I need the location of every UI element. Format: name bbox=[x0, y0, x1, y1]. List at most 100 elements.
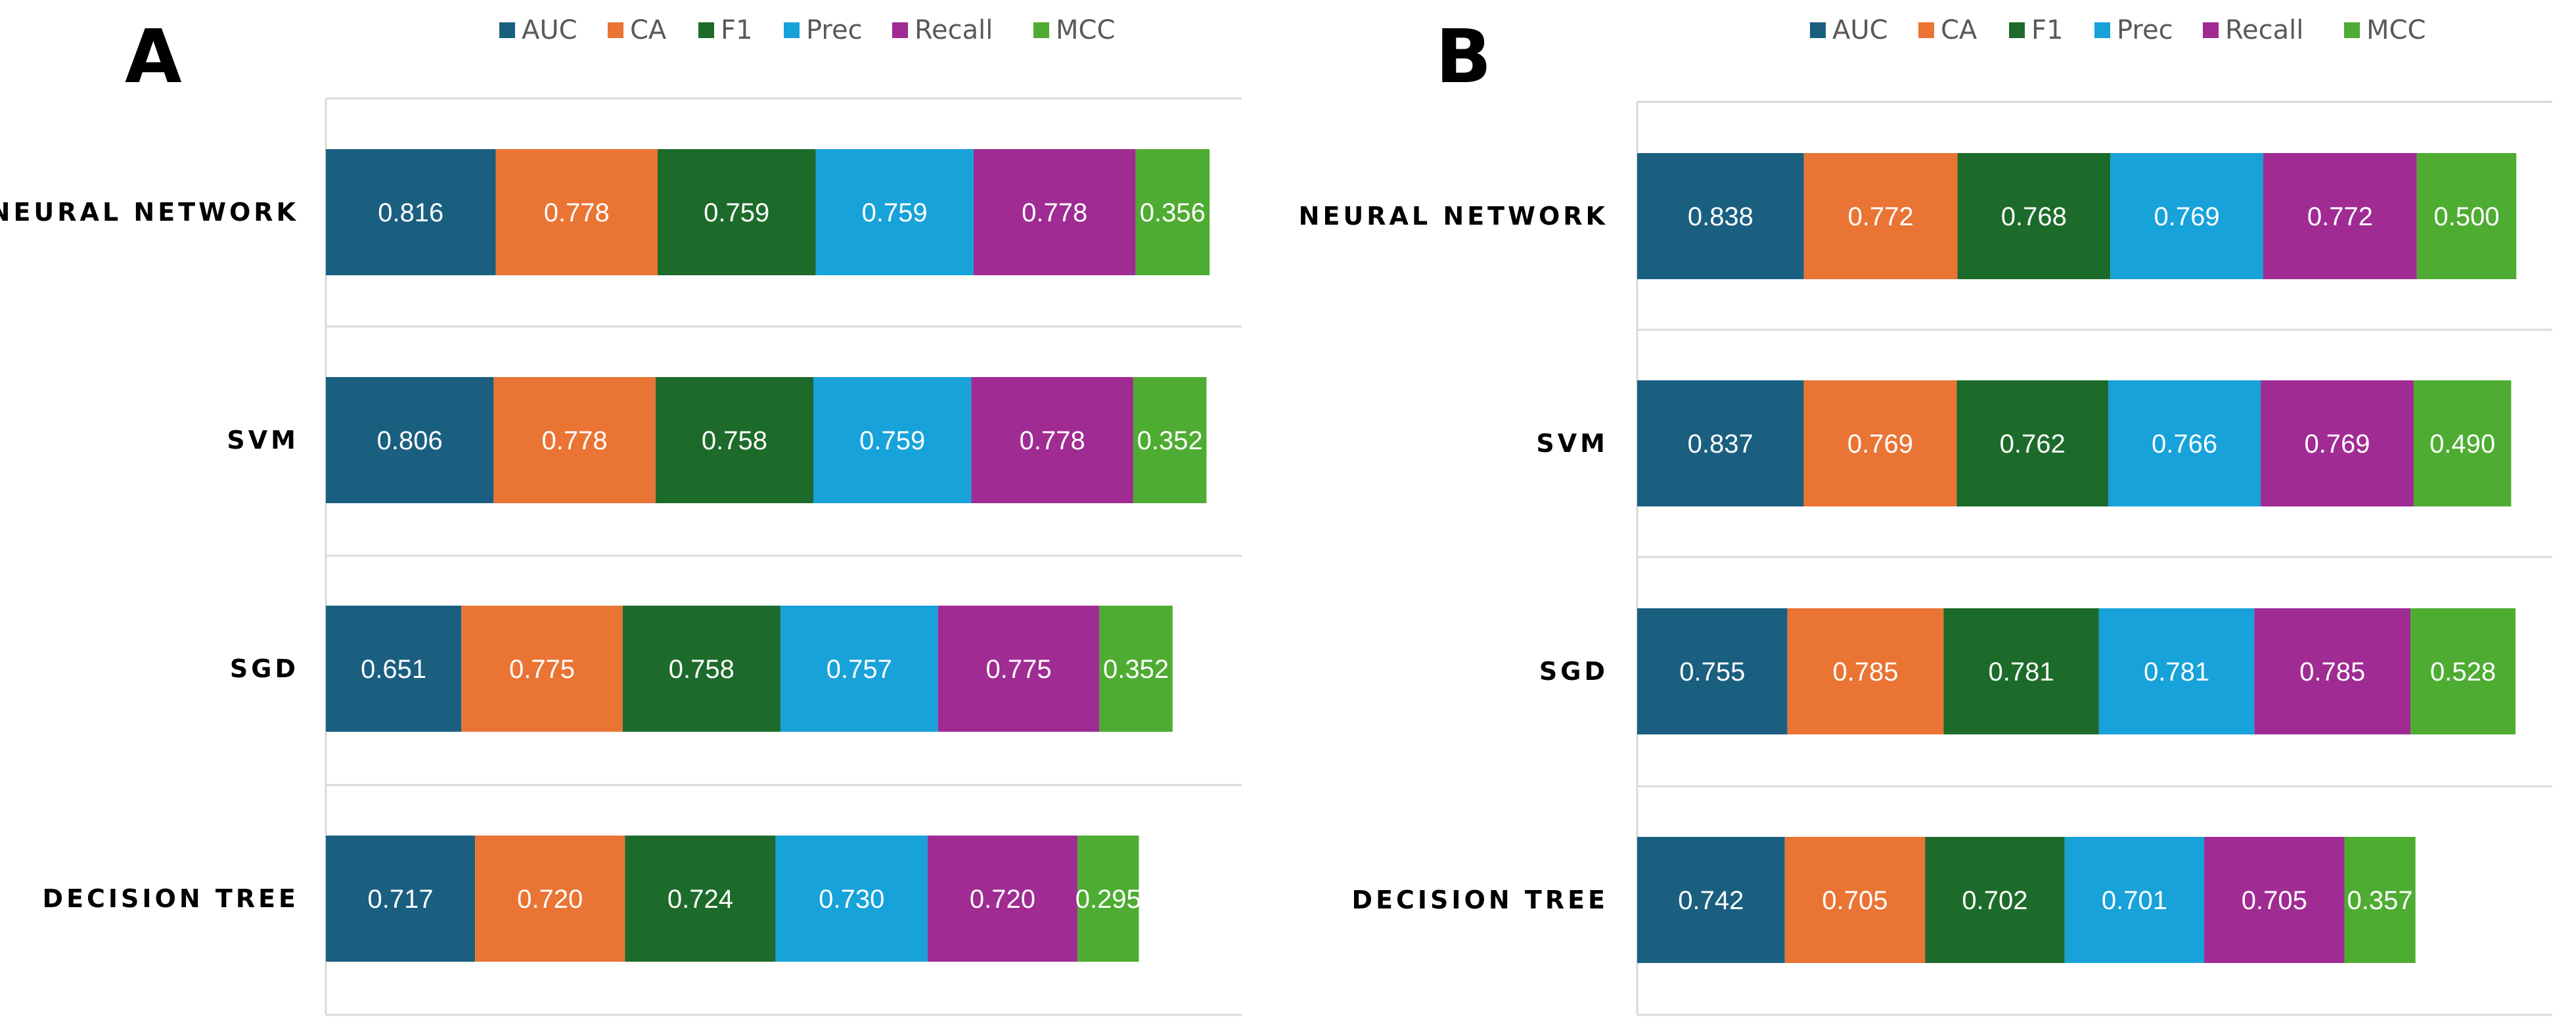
bar-prec bbox=[2064, 837, 2205, 963]
data-label-mcc: 0.490 bbox=[2429, 430, 2495, 459]
bar-f1 bbox=[1957, 153, 2111, 279]
data-label-mcc: 0.352 bbox=[1103, 655, 1169, 684]
bar-prec bbox=[2110, 153, 2263, 279]
legend-label-prec: Prec bbox=[806, 15, 863, 45]
row-neural-network: NEURAL NETWORK 0.838 0.772 0.768 0.769 0.772 0… bbox=[1299, 153, 2517, 279]
data-label-f1: 0.759 bbox=[704, 198, 769, 227]
bar-mcc bbox=[2416, 153, 2517, 279]
bar-auc bbox=[1637, 380, 1804, 506]
data-label-auc: 0.755 bbox=[1679, 658, 1745, 686]
category-label: DECISION TREE bbox=[1352, 885, 1608, 914]
data-label-ca: 0.769 bbox=[1847, 430, 1913, 459]
data-label-auc: 0.837 bbox=[1688, 430, 1753, 459]
legend-label-ca: CA bbox=[630, 15, 667, 45]
legend-swatch-f1 bbox=[2009, 22, 2025, 38]
row-svm: SVM 0.806 0.778 0.758 0.759 0.778 0.352 bbox=[227, 377, 1207, 503]
data-label-auc: 0.717 bbox=[368, 885, 434, 914]
legend-item-ca: CA bbox=[608, 15, 667, 45]
bar-mcc bbox=[2344, 837, 2416, 963]
bar-recall bbox=[2263, 153, 2417, 279]
legend-swatch-ca bbox=[1918, 22, 1934, 38]
bar-auc bbox=[326, 149, 496, 275]
bar-mcc bbox=[1135, 149, 1210, 275]
bar-mcc bbox=[2410, 608, 2516, 734]
legend-label-recall: Recall bbox=[2225, 15, 2303, 45]
legend-label-auc: AUC bbox=[1832, 15, 1888, 45]
data-label-prec: 0.759 bbox=[862, 198, 928, 227]
data-label-prec: 0.769 bbox=[2154, 202, 2220, 231]
legend-item-mcc: MCC bbox=[1033, 15, 1115, 45]
legend-label-prec: Prec bbox=[2117, 15, 2173, 45]
data-label-f1: 0.768 bbox=[2001, 202, 2067, 231]
data-label-prec: 0.781 bbox=[2144, 658, 2209, 686]
legend-item-recall: Recall bbox=[2203, 15, 2303, 45]
data-label-recall: 0.778 bbox=[1022, 198, 1087, 227]
bar-f1 bbox=[622, 606, 780, 732]
data-label-prec: 0.730 bbox=[819, 885, 884, 914]
legend-label-mcc: MCC bbox=[2366, 15, 2426, 45]
legend-swatch-auc bbox=[499, 22, 515, 38]
legend-item-auc: AUC bbox=[1810, 15, 1888, 45]
data-label-auc: 0.816 bbox=[378, 198, 443, 227]
category-label: SGD bbox=[230, 654, 299, 683]
legend-item-prec: Prec bbox=[2094, 15, 2173, 45]
data-label-f1: 0.758 bbox=[702, 426, 767, 455]
data-label-f1: 0.724 bbox=[667, 885, 733, 914]
legend-swatch-prec bbox=[784, 22, 800, 38]
bar-ca bbox=[1803, 380, 1957, 506]
legend-item-mcc: MCC bbox=[2344, 15, 2426, 45]
data-label-auc: 0.838 bbox=[1688, 202, 1753, 231]
legend-swatch-recall bbox=[2203, 22, 2219, 38]
row-neural-network: NEURAL NETWORK 0.816 0.778 0.759 0.759 0.778 0… bbox=[0, 149, 1210, 275]
legend-item-recall: Recall bbox=[892, 15, 993, 45]
row-svm: SVM 0.837 0.769 0.762 0.766 0.769 0.490 bbox=[1536, 380, 2512, 506]
data-label-ca: 0.778 bbox=[544, 198, 610, 227]
data-label-recall: 0.778 bbox=[1020, 426, 1085, 455]
data-label-recall: 0.775 bbox=[985, 655, 1051, 684]
data-label-recall: 0.769 bbox=[2304, 430, 2370, 459]
row-decision-tree: DECISION TREE 0.717 0.720 0.724 0.730 0.720 0.… bbox=[43, 836, 1141, 962]
bar-auc bbox=[1637, 837, 1785, 963]
row-sgd: SGD 0.651 0.775 0.758 0.757 0.775 0.352 bbox=[230, 606, 1173, 732]
legend-item-f1: F1 bbox=[2009, 15, 2063, 45]
bar-recall bbox=[938, 606, 1100, 732]
bar-f1 bbox=[1956, 380, 2109, 506]
data-label-recall: 0.705 bbox=[2242, 886, 2307, 915]
bar-mcc bbox=[2413, 380, 2512, 506]
data-label-prec: 0.766 bbox=[2152, 430, 2217, 459]
category-label: DECISION TREE bbox=[43, 884, 299, 913]
bar-ca bbox=[475, 836, 625, 962]
data-label-mcc: 0.356 bbox=[1140, 198, 1206, 227]
data-label-f1: 0.781 bbox=[1989, 658, 2054, 686]
data-label-auc: 0.651 bbox=[361, 655, 426, 684]
bar-prec bbox=[2108, 380, 2261, 506]
category-label: NEURAL NETWORK bbox=[1299, 202, 1608, 231]
bar-f1 bbox=[658, 149, 816, 275]
bar-recall bbox=[973, 149, 1136, 275]
data-label-prec: 0.757 bbox=[826, 655, 892, 684]
data-label-recall: 0.772 bbox=[2307, 202, 2373, 231]
legend-swatch-f1 bbox=[698, 22, 714, 38]
bar-auc bbox=[326, 836, 476, 962]
legend-swatch-mcc bbox=[2344, 22, 2360, 38]
bar-recall bbox=[927, 836, 1078, 962]
legend-swatch-auc bbox=[1810, 22, 1826, 38]
data-label-ca: 0.705 bbox=[1822, 886, 1887, 915]
panel-b: B AUC CA F1 Prec Recall MCC NEURAL NETWORK 0.838… bbox=[1299, 14, 2552, 1016]
bar-recall bbox=[2204, 837, 2345, 963]
category-label: SGD bbox=[1539, 657, 1608, 686]
bar-ca bbox=[493, 377, 656, 503]
data-label-f1: 0.762 bbox=[2000, 430, 2066, 459]
data-label-recall: 0.720 bbox=[970, 885, 1035, 914]
legend-label-f1: F1 bbox=[721, 15, 752, 45]
bar-f1 bbox=[625, 836, 776, 962]
data-label-ca: 0.772 bbox=[1848, 202, 1914, 231]
panel-a: A AUC CA F1 Prec Recall MCC NEURAL NETWORK 0.816… bbox=[0, 14, 1242, 1016]
bar-recall bbox=[2254, 608, 2411, 734]
data-label-auc: 0.742 bbox=[1678, 886, 1744, 915]
legend-label-mcc: MCC bbox=[1056, 15, 1115, 45]
data-label-mcc: 0.528 bbox=[2430, 658, 2496, 686]
bar-recall bbox=[971, 377, 1133, 503]
legend-swatch-ca bbox=[608, 22, 623, 38]
data-label-ca: 0.720 bbox=[517, 885, 583, 914]
